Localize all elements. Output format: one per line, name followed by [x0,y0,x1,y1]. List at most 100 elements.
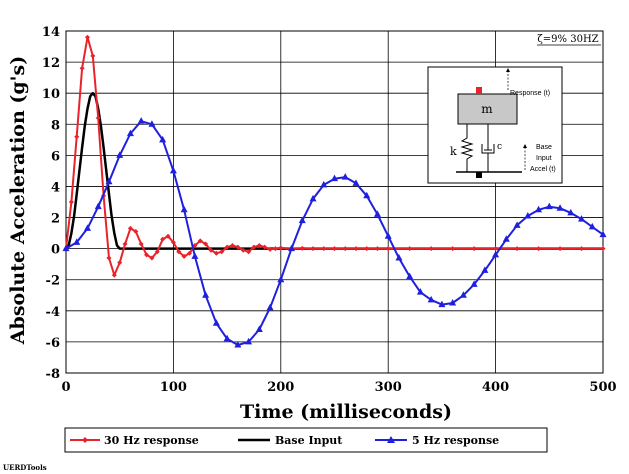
data-point-5hz-response [202,291,210,298]
data-point-5hz-response [62,244,70,252]
base-label-3: Accel (t) [530,166,556,173]
data-point-30hz-response [374,246,380,252]
spring-label: k [450,145,457,158]
base-arrow-head [523,144,527,148]
data-point-30hz-response [385,246,391,252]
data-point-30hz-response [272,246,278,252]
data-point-5hz-response [406,272,414,280]
data-point-5hz-response [277,275,285,283]
data-point-5hz-response [159,135,167,143]
data-point-30hz-response [187,250,193,256]
mass-label: m [481,102,493,116]
data-point-5hz-response [352,179,360,186]
x-tick-label: 100 [160,380,187,395]
data-point-30hz-response [321,246,327,252]
data-point-30hz-response [471,246,477,252]
response-arrow-head [506,68,510,72]
data-point-30hz-response [332,246,337,252]
data-point-30hz-response [79,65,85,71]
data-point-5hz-response [599,230,607,238]
legend-label-5hz: 5 Hz response [412,434,499,447]
data-point-30hz-response [90,53,96,59]
data-point-5hz-response [288,244,296,252]
data-point-5hz-response [384,232,392,239]
y-tick-label: -4 [46,305,60,320]
data-point-30hz-response [256,243,262,249]
y-tick-labels: -8 -6 -4 -2 0 2 4 6 8 10 12 14 [42,25,60,382]
data-point-5hz-response [427,295,435,303]
data-point-5hz-response [94,202,102,210]
data-point-5hz-response [126,129,134,137]
data-point-5hz-response [212,319,220,326]
x-tick-label: 500 [589,380,616,395]
data-point-30hz-response [95,115,101,121]
data-point-5hz-response [567,208,575,216]
data-point-30hz-response [299,245,305,251]
data-point-30hz-response [170,239,176,245]
data-point-30hz-response [251,244,257,250]
data-point-30hz-response [310,246,316,252]
data-point-30hz-response [127,225,133,231]
data-point-5hz-response [298,216,306,224]
y-tick-label: -8 [46,367,60,382]
data-point-5hz-response [470,280,478,287]
data-point-30hz-response [149,255,155,261]
base-label-1: Base [536,144,552,151]
legend-marker-30hz [82,437,88,443]
data-point-5hz-response [535,205,543,213]
data-point-5hz-response [148,120,156,127]
data-point-30hz-response [514,246,520,252]
data-point-30hz-response [278,245,284,251]
data-point-30hz-response [600,246,606,252]
data-point-30hz-response [224,244,230,250]
data-point-5hz-response [513,221,521,228]
y-tick-label: 0 [51,243,60,258]
y-tick-label: 14 [42,25,60,40]
data-point-30hz-response [213,250,219,256]
data-point-5hz-response [223,334,231,342]
data-point-30hz-response [165,233,171,239]
data-point-30hz-response [203,241,209,247]
legend-frame [64,427,548,453]
footer-credit: UERDTools [3,463,47,472]
data-point-5hz-response [331,174,338,182]
data-point-5hz-response [266,303,274,311]
data-point-5hz-response [373,210,381,217]
data-point-30hz-response [364,246,370,252]
legend-label-30hz: 30 Hz response [104,434,199,447]
y-tick-label: 8 [51,118,60,133]
inset-frame [427,66,563,184]
data-point-30hz-response [74,134,80,140]
data-point-30hz-response [493,246,499,252]
data-point-5hz-response [416,288,424,295]
data-point-5hz-response [83,224,91,231]
response-sensor [476,87,482,94]
data-point-5hz-response [255,325,263,332]
data-point-30hz-response [557,246,563,252]
data-point-30hz-response [208,247,214,253]
y-tick-label: 12 [42,56,60,71]
data-point-5hz-response [105,177,113,185]
y-tick-label: 6 [51,149,60,164]
data-point-30hz-response [68,199,74,205]
data-point-30hz-response [117,260,123,266]
data-point-5hz-response [363,191,371,199]
data-point-30hz-response [240,247,246,253]
data-point-5hz-response [320,180,328,188]
data-point-5hz-response [545,202,553,210]
mass-block [457,93,518,125]
data-point-5hz-response [449,299,457,306]
damper-label: c [497,142,502,152]
data-point-30hz-response [229,243,235,249]
y-axis-label: Absolute Acceleration (g's) [7,56,29,345]
data-point-30hz-response [246,249,252,255]
legend-label-base: Base Input [275,434,343,447]
data-point-5hz-response [309,194,317,202]
data-point-5hz-response [245,337,253,345]
data-point-30hz-response [144,252,150,258]
legend: 30 Hz response Base Input 5 Hz response [64,427,548,453]
data-point-30hz-response [138,241,144,247]
data-point-5hz-response [556,204,564,211]
data-point-5hz-response [191,252,199,259]
